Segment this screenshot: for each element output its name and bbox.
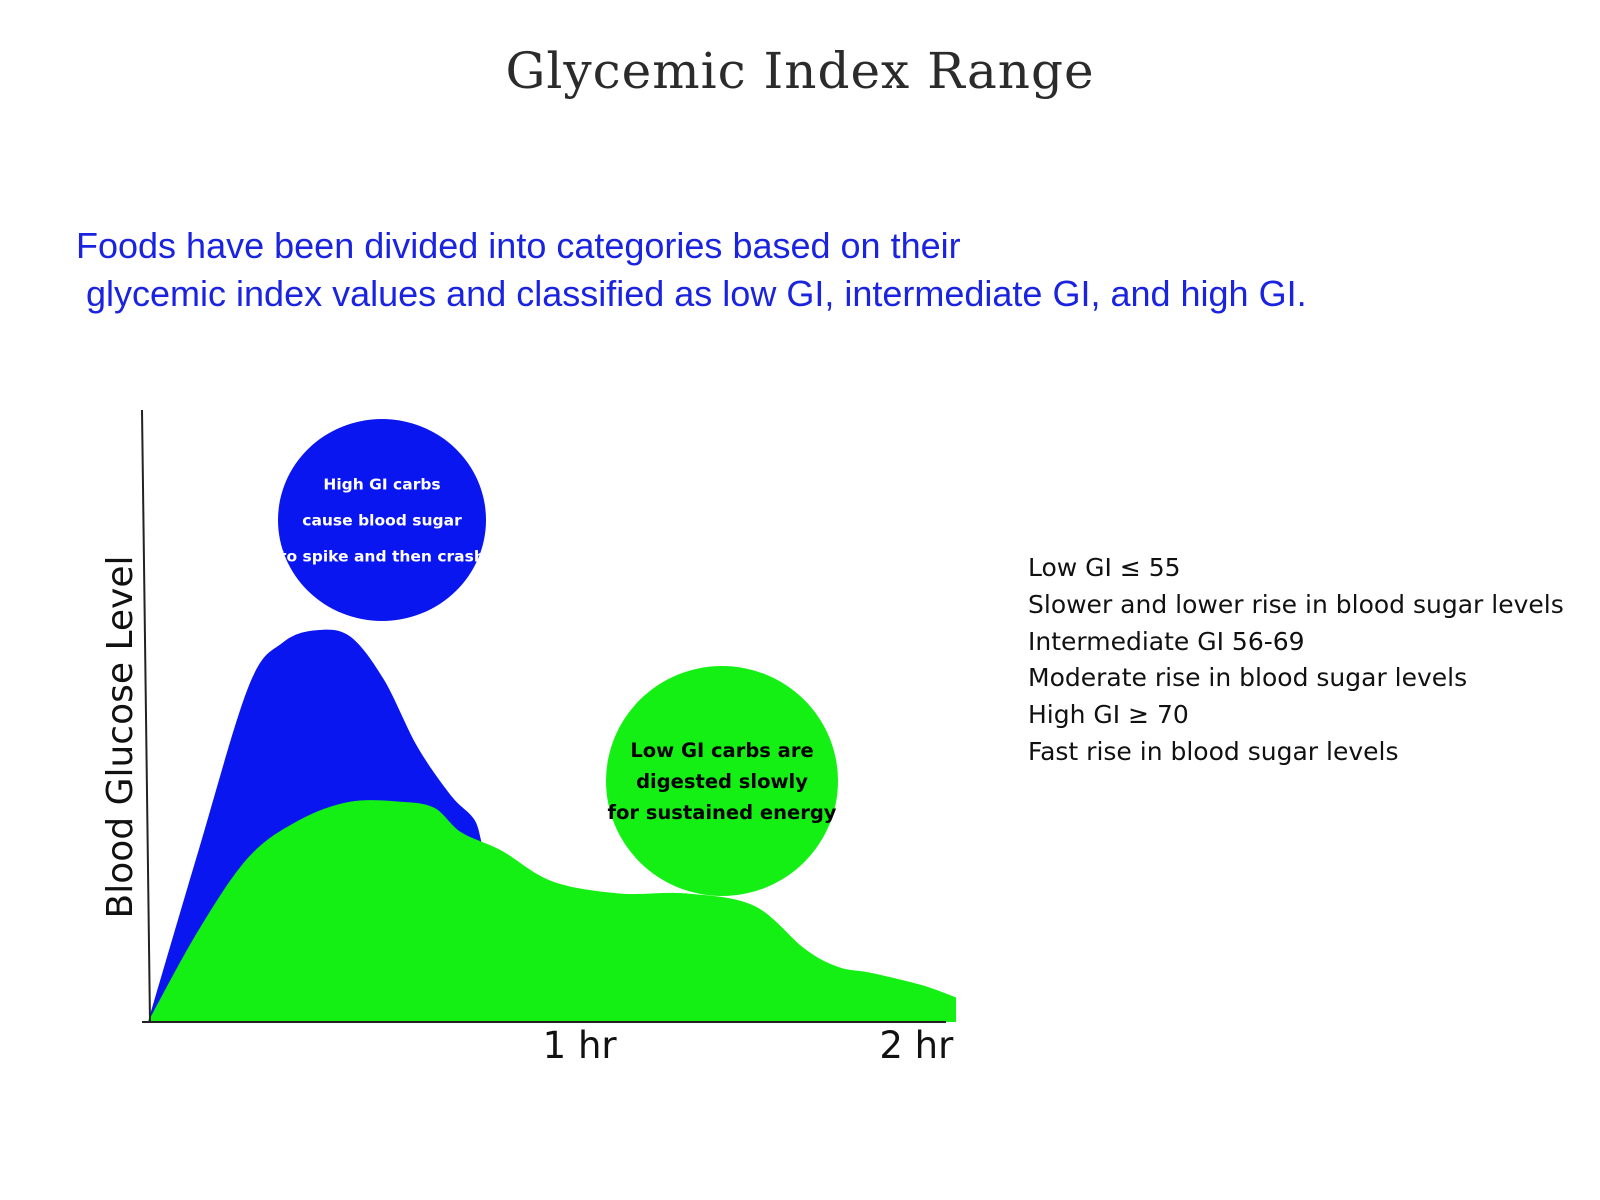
low-gi-annotation-line: Low GI carbs are	[630, 739, 813, 762]
low-gi-annotation-line: digested slowly	[636, 770, 808, 793]
gi-legend: Low GI ≤ 55 Slower and lower rise in blo…	[1028, 550, 1564, 771]
intro-line-2: glycemic index values and classified as …	[86, 273, 1307, 314]
high-gi-bubble-shape	[278, 419, 486, 621]
x-tick-labels: 1 hr 2 hr	[543, 1024, 954, 1067]
page-title: Glycemic Index Range	[505, 42, 1095, 100]
high-gi-annotation-line: to spike and then crash	[279, 547, 485, 565]
high-gi-annotation-line: High GI carbs	[323, 475, 440, 493]
legend-high-gi-desc: Fast rise in blood sugar levels	[1028, 736, 1399, 766]
low-gi-bubble-shape	[606, 666, 838, 896]
legend-low-gi: Low GI ≤ 55	[1028, 553, 1181, 582]
intro-line-1: Foods have been divided into categories …	[76, 225, 961, 266]
legend-low-gi-desc: Slower and lower rise in blood sugar lev…	[1028, 589, 1564, 619]
high-gi-annotation-line: cause blood sugar	[302, 511, 462, 529]
low-gi-area	[148, 800, 956, 1022]
legend-high-gi: High GI ≥ 70	[1028, 700, 1189, 730]
y-axis-line	[141, 409, 151, 1023]
x-tick-label: 2 hr	[879, 1024, 954, 1067]
low-gi-annotation-line: for sustained energy	[607, 801, 836, 824]
high-gi-annotation-bubble: High GI carbs cause blood sugar to spike a…	[278, 419, 486, 621]
y-axis-label: Blood Glucose Level	[100, 556, 141, 919]
intro-text: Foods have been divided into categories …	[76, 222, 1536, 318]
x-tick-label: 1 hr	[543, 1024, 618, 1067]
legend-intermediate-gi: Intermediate GI 56-69	[1028, 626, 1305, 656]
legend-intermediate-gi-desc: Moderate rise in blood sugar levels	[1028, 663, 1468, 693]
low-gi-annotation-bubble: Low GI carbs are digested slowly for susta…	[606, 666, 838, 896]
